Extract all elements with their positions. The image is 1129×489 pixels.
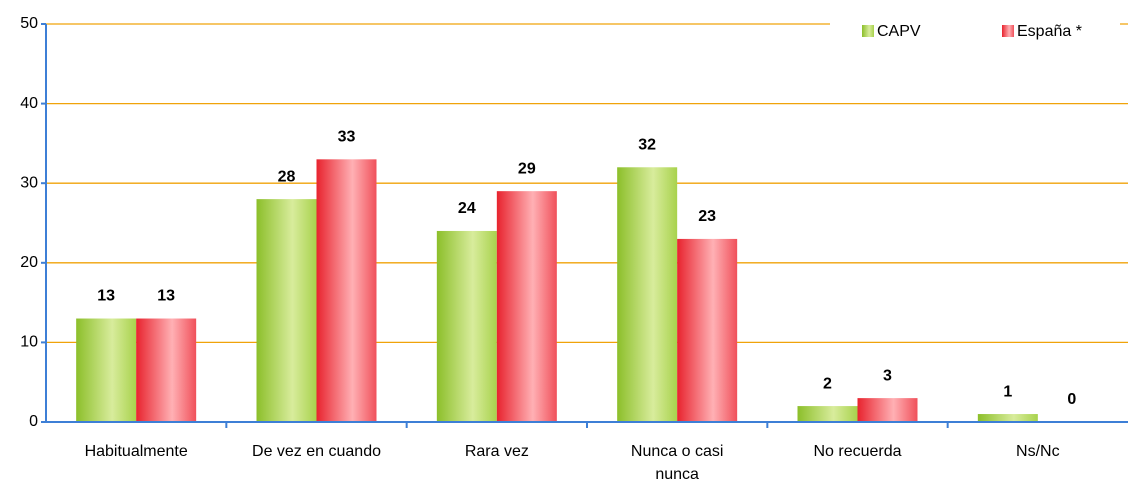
bar — [496, 191, 557, 422]
bar — [857, 398, 918, 422]
y-tick-label: 40 — [20, 95, 38, 112]
y-tick-label: 10 — [20, 334, 38, 351]
value-label: 2 — [823, 375, 832, 392]
y-tick-label: 20 — [20, 254, 38, 271]
bar — [76, 318, 137, 422]
x-tick-label: No recuerda — [813, 443, 902, 460]
bar — [797, 406, 858, 422]
value-label: 28 — [278, 168, 296, 185]
value-label: 13 — [97, 288, 115, 305]
bar — [256, 199, 317, 422]
x-tick-label: Nunca o casi nunca — [630, 443, 724, 483]
y-tick-label: 0 — [29, 413, 38, 430]
value-label: 13 — [157, 288, 175, 305]
legend-swatch — [1002, 25, 1014, 37]
x-tick-label: Ns/Nc — [1016, 443, 1060, 460]
bar — [316, 159, 377, 422]
x-tick-label: Rara vez — [464, 443, 529, 460]
bar — [677, 238, 738, 422]
bar — [617, 167, 678, 422]
legend-label: CAPV — [877, 23, 921, 40]
value-label: 32 — [638, 136, 656, 153]
value-label: 33 — [338, 129, 356, 146]
legend-label: España * — [1017, 23, 1082, 40]
legend-box — [830, 14, 1120, 50]
value-label: 29 — [518, 160, 536, 177]
value-label: 24 — [458, 200, 476, 217]
value-label: 0 — [1067, 391, 1076, 408]
y-tick-label: 30 — [20, 174, 38, 191]
value-label: 23 — [698, 208, 716, 225]
bar — [977, 414, 1038, 422]
bar — [436, 230, 497, 422]
value-label: 3 — [883, 367, 892, 384]
y-tick-label: 50 — [20, 15, 38, 32]
bar — [136, 318, 197, 422]
legend-swatch — [862, 25, 874, 37]
x-tick-label: De vez en cuando — [252, 443, 381, 460]
x-tick-label: Habitualmente — [84, 443, 188, 460]
value-label: 1 — [1003, 383, 1012, 400]
